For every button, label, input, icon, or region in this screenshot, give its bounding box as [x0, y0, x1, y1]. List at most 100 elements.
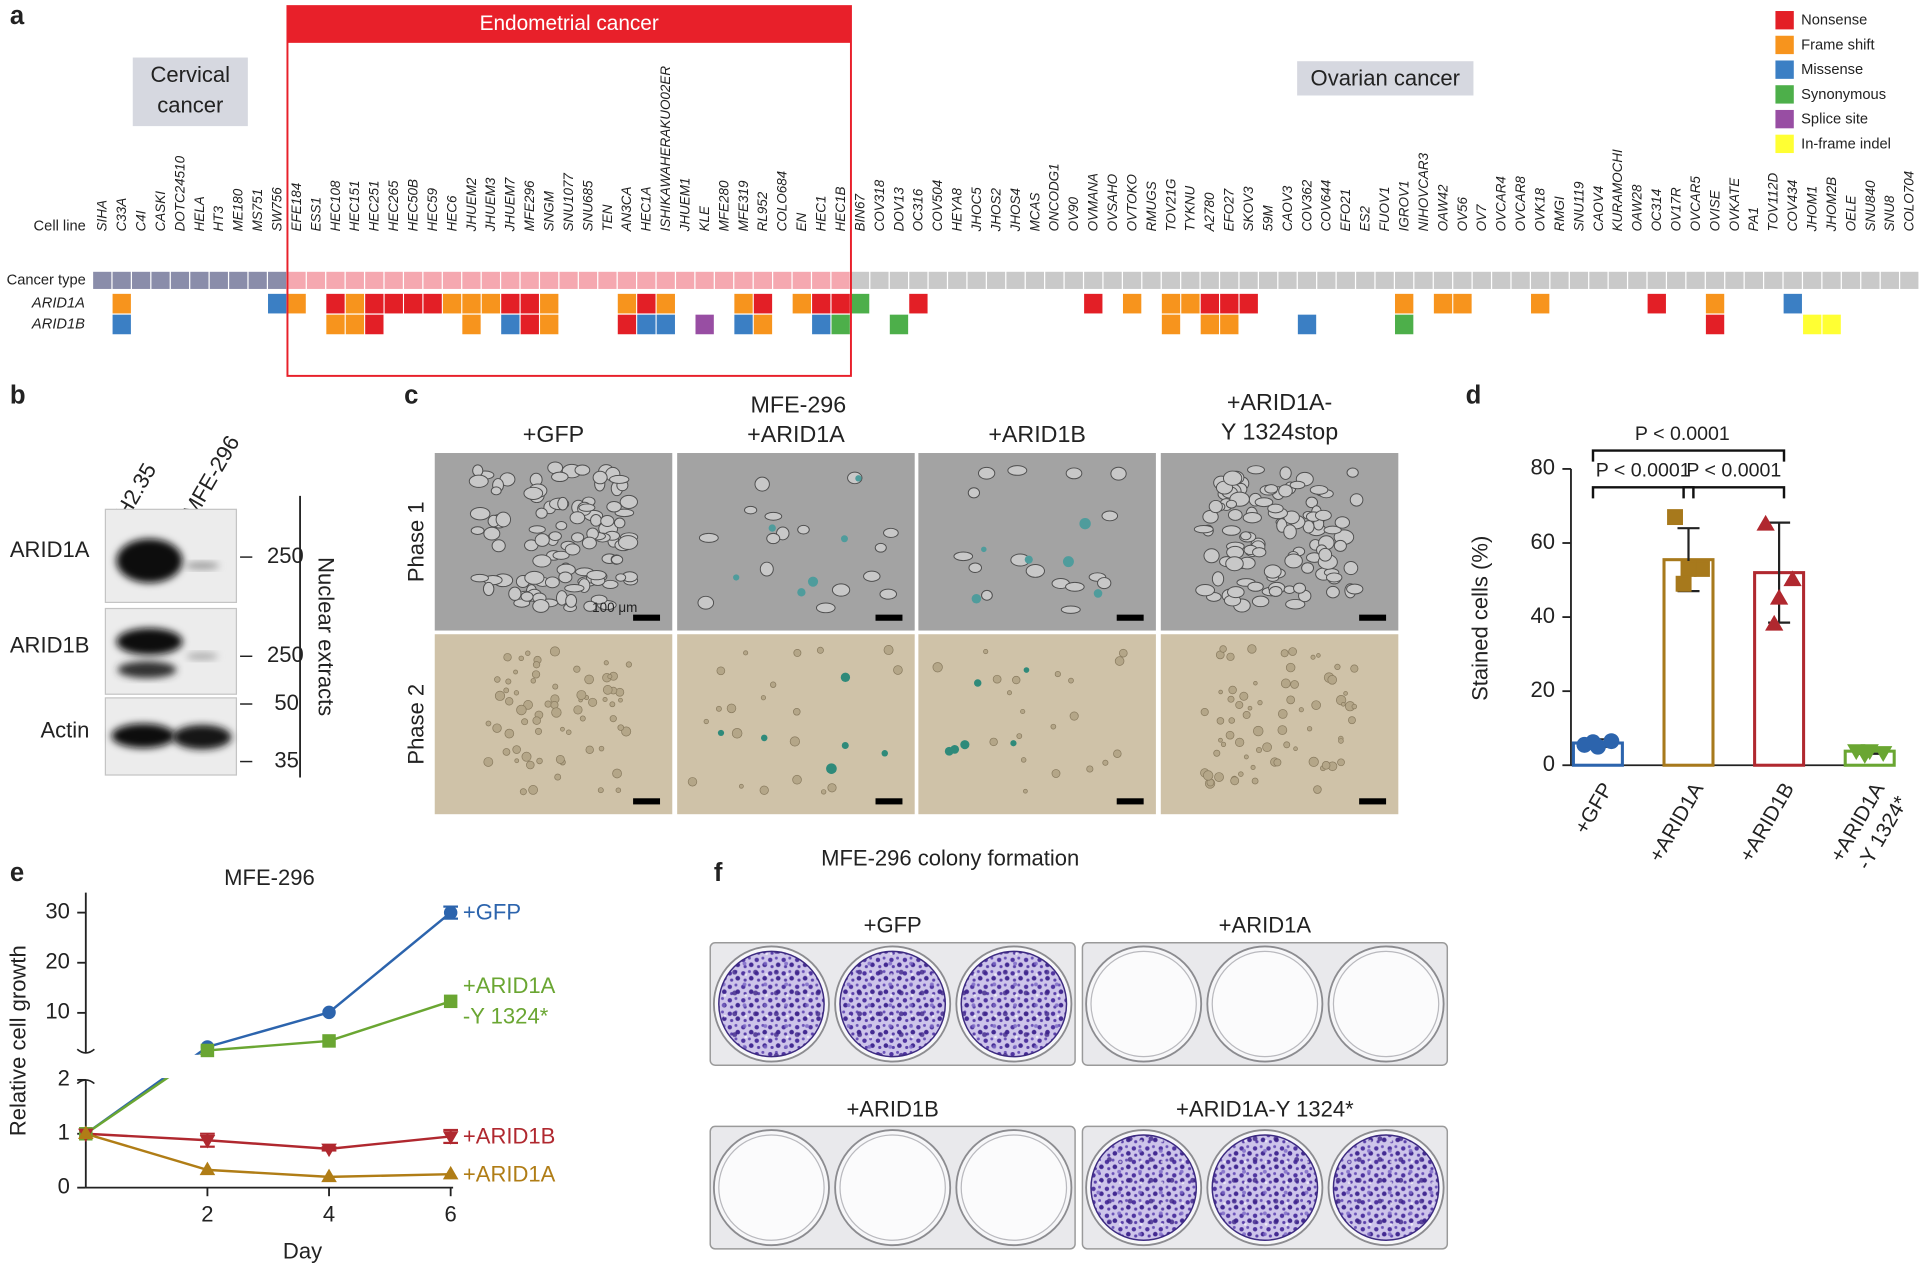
cancer-type-cell	[520, 271, 539, 289]
series-label: +GFP	[462, 899, 522, 925]
cell-blob	[697, 595, 715, 610]
cell-blob	[1280, 649, 1289, 658]
cancer-type-cell	[1006, 271, 1025, 289]
series-line	[85, 1132, 451, 1151]
significance-label: P < 0.0001	[1635, 423, 1730, 445]
gene-label: ARID1A	[31, 296, 85, 312]
cell-blob	[583, 600, 597, 612]
mutation-cell	[1239, 293, 1258, 314]
cancer-type-cell	[151, 271, 170, 289]
mutation-cell	[831, 314, 850, 335]
cell-blob	[521, 751, 532, 762]
cell-blob	[532, 599, 550, 613]
mutation-cell	[112, 314, 131, 335]
well-inner	[1090, 950, 1197, 1058]
series-line	[85, 1132, 451, 1179]
cell-blob	[789, 736, 800, 747]
scale-bar-label: 100 μm	[592, 600, 637, 615]
cell-line-label: EN	[794, 212, 809, 231]
cell-line-label: OELE	[1843, 194, 1858, 231]
cell-blob	[1314, 509, 1332, 521]
mutation-cell	[1084, 293, 1103, 314]
mutation-cell	[617, 314, 637, 335]
cell-blob	[792, 774, 802, 785]
cell-blob	[612, 768, 622, 779]
cell-blob	[566, 729, 572, 735]
cell-blob	[1065, 467, 1083, 480]
significance-label: P < 0.0001	[1596, 460, 1691, 482]
cell-blob	[1311, 700, 1321, 710]
cell-blob	[625, 661, 632, 668]
legend-label: Splice site	[1801, 112, 1868, 128]
mutation-cell	[909, 293, 928, 314]
cell-blob	[1343, 691, 1348, 696]
cell-blob	[883, 645, 894, 655]
cell-blob	[600, 514, 615, 527]
scale-bar	[1359, 614, 1387, 621]
blot-label: ARID1A	[10, 537, 90, 562]
cell-blob	[544, 576, 560, 589]
series-label: +ARID1A	[462, 1161, 556, 1186]
cell-blob	[472, 464, 484, 477]
cell-blob	[792, 707, 801, 716]
panel-label: a	[10, 2, 25, 30]
stained-cell	[981, 546, 987, 553]
cell-blob	[1020, 757, 1027, 763]
cell-blob	[1280, 678, 1291, 689]
cell-blob	[528, 785, 538, 795]
cell-blob	[726, 703, 737, 714]
gene-label: ARID1B	[31, 316, 85, 332]
y-tick-label: 40	[1531, 603, 1555, 628]
cell-line-label: KLE	[697, 205, 712, 231]
cell-blob	[505, 678, 512, 685]
cell-blob	[1349, 493, 1364, 507]
cancer-type-cell	[1628, 271, 1647, 289]
well-edge	[1211, 1134, 1319, 1242]
cell-line-label: TEN	[600, 204, 615, 231]
cell-line-label: MFE280	[716, 180, 731, 231]
mw-label: 50	[274, 690, 299, 715]
cell-line-label: OVCAR5	[1688, 176, 1703, 232]
panel-title: MFE-296	[751, 392, 847, 418]
cell-blob	[1252, 547, 1267, 558]
cell-blob	[1247, 705, 1253, 711]
cell-blob	[1051, 769, 1061, 778]
cell-blob	[1334, 663, 1341, 670]
mutation-cell	[753, 314, 773, 335]
cell-line-label: HEC50B	[406, 179, 421, 231]
panel-title: MFE-296 colony formation	[821, 845, 1079, 870]
cell-line-label: OV90	[1066, 196, 1081, 231]
mutation-cell	[695, 314, 714, 335]
marker	[1675, 575, 1692, 592]
cell-blob	[491, 539, 506, 553]
cell-line-label: JHOS4	[1008, 188, 1023, 232]
marker	[1855, 747, 1874, 764]
cancer-type-cell	[870, 271, 889, 289]
cancer-type-cell	[1278, 271, 1297, 289]
cell-blob	[555, 521, 568, 531]
mutation-cell	[831, 293, 850, 314]
cell-blob	[1225, 730, 1235, 740]
cell-blob	[1222, 470, 1243, 486]
cancer-type-cell	[1025, 271, 1045, 289]
mutation-cell	[287, 293, 306, 314]
cancer-type-cell	[229, 271, 248, 289]
mutation-cell	[1161, 314, 1181, 335]
mutation-cell	[637, 314, 656, 335]
cell-line-label: OVK18	[1532, 188, 1547, 232]
cell-blob	[512, 745, 521, 754]
cell-blob	[1228, 685, 1237, 695]
colony-stain	[718, 951, 825, 1057]
cell-blob	[524, 570, 545, 585]
cancer-type-cell	[1861, 271, 1880, 289]
cell-blob	[968, 562, 982, 573]
cell-blob	[1218, 737, 1223, 743]
micrograph	[1160, 634, 1399, 815]
cell-blob	[503, 653, 512, 662]
mutation-cell	[268, 293, 287, 314]
cell-blob	[518, 655, 524, 662]
cell-line-label: OV17R	[1669, 187, 1684, 231]
cell-blob	[610, 554, 624, 565]
cell-blob	[469, 507, 491, 521]
